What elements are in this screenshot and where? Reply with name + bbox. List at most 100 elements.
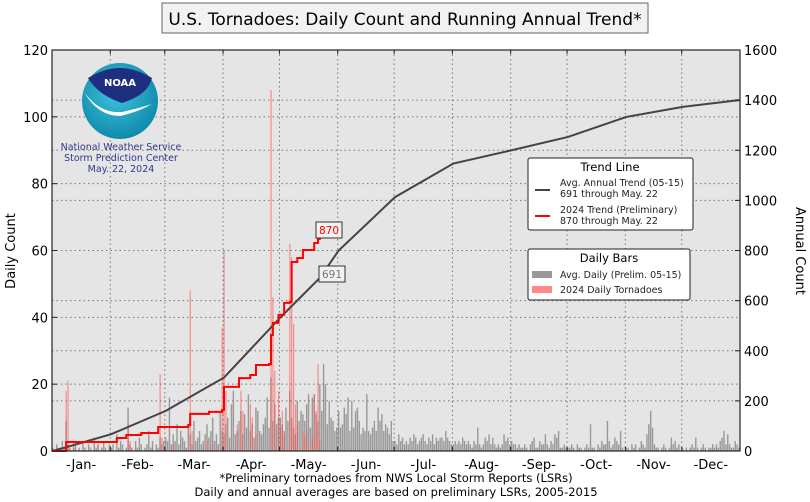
avg-daily-bar xyxy=(736,444,738,451)
avg-daily-bar xyxy=(448,440,451,451)
daily-2024-bar xyxy=(221,327,223,451)
avg-daily-bar xyxy=(181,437,184,451)
daily-2024-bar xyxy=(236,424,238,451)
avg-daily-bar xyxy=(178,444,180,451)
avg-daily-bar xyxy=(443,440,445,451)
avg-daily-bar xyxy=(343,407,345,451)
avg-daily-bar xyxy=(458,440,460,451)
avg-daily-bar xyxy=(559,447,562,451)
avg-daily-bar xyxy=(531,440,533,451)
avg-daily-bar xyxy=(360,434,362,451)
daily-2024-bar xyxy=(279,427,282,451)
avg-daily-bar xyxy=(715,444,718,451)
avg-daily-bar xyxy=(287,420,289,451)
avg-daily-bar xyxy=(428,437,430,451)
avg-daily-bar xyxy=(642,444,644,451)
avg-daily-bar xyxy=(63,447,65,451)
avg-daily-bar xyxy=(633,447,635,451)
daily-2024-bar xyxy=(191,430,193,451)
avg-daily-bar xyxy=(309,427,312,451)
avg-daily-bar xyxy=(689,447,691,451)
x-tick-label: -Jan- xyxy=(66,458,96,473)
daily-2024-bar xyxy=(306,430,308,451)
avg-daily-bar xyxy=(552,444,554,451)
avg-daily-bar xyxy=(349,430,351,451)
avg-daily-bar xyxy=(493,444,496,451)
avg-daily-bar xyxy=(347,397,349,451)
avg-daily-bar xyxy=(490,444,492,451)
avg-daily-bar xyxy=(567,447,569,451)
avg-daily-bar xyxy=(364,430,366,451)
avg-daily-bar xyxy=(176,424,178,451)
avg-daily-bar xyxy=(398,434,400,451)
noaa-logo: NOAA xyxy=(82,63,158,139)
avg-daily-bar xyxy=(119,440,122,451)
svg-text:691 through May. 22: 691 through May. 22 xyxy=(560,189,658,200)
svg-text:870 through May. 22: 870 through May. 22 xyxy=(560,216,658,227)
avg-daily-bar xyxy=(653,444,656,451)
avg-daily-bar xyxy=(262,424,265,451)
svg-text:2024 Trend (Preliminary): 2024 Trend (Preliminary) xyxy=(560,205,677,216)
avg-daily-bar xyxy=(394,440,396,451)
avg-daily-bar xyxy=(475,444,477,451)
avg-daily-bar xyxy=(473,440,475,451)
avg-daily-bar xyxy=(627,447,629,451)
avg-daily-bar xyxy=(482,444,485,451)
avg-daily-bar xyxy=(614,437,616,451)
avg-daily-bar xyxy=(691,444,693,451)
avg-daily-bar xyxy=(345,414,347,451)
svg-text:870: 870 xyxy=(319,225,339,237)
avg-daily-bar xyxy=(700,447,703,451)
avg-daily-bar xyxy=(520,447,522,451)
avg-daily-bar xyxy=(219,410,221,451)
avg-daily-bar xyxy=(665,447,667,451)
avg-daily-bar xyxy=(435,437,438,451)
svg-text:Avg. Daily (Prelim. 05-15): Avg. Daily (Prelim. 05-15) xyxy=(560,270,681,281)
avg-daily-bar xyxy=(326,424,329,451)
avg-daily-bar xyxy=(411,440,413,451)
avg-daily-bar xyxy=(486,440,488,451)
avg-daily-bar xyxy=(155,444,157,451)
avg-daily-bar xyxy=(87,444,90,451)
avg-daily-bar xyxy=(117,447,120,451)
x-tick-label: -Jun- xyxy=(351,458,382,473)
avg-daily-bar xyxy=(332,420,334,451)
avg-daily-bar xyxy=(418,440,421,451)
avg-daily-bar xyxy=(334,430,336,451)
logo-line2: Storm Prediction Center xyxy=(64,153,178,164)
avg-daily-bar xyxy=(572,447,575,451)
avg-daily-bar xyxy=(561,447,564,451)
x-tick-label: -Aug- xyxy=(464,458,499,473)
trend-2024-annotation: 870 xyxy=(315,221,343,239)
avg-daily-bar xyxy=(420,437,423,451)
avg-daily-bar xyxy=(634,444,637,451)
y-tick-label: 60 xyxy=(31,245,48,260)
chart-title: U.S. Tornadoes: Daily Count and Running … xyxy=(168,10,641,30)
y2-tick-label: 1400 xyxy=(744,94,777,109)
avg-daily-bar xyxy=(403,444,406,451)
avg-daily-bar xyxy=(602,444,605,451)
daily-2024-bar xyxy=(311,437,314,451)
avg-daily-bar xyxy=(430,440,432,451)
avg-daily-bar xyxy=(456,444,458,451)
avg-daily-bar xyxy=(584,447,586,451)
avg-daily-bar xyxy=(304,420,306,451)
avg-daily-bar xyxy=(211,417,214,451)
avg-daily-bar xyxy=(78,447,80,451)
avg-daily-bar xyxy=(125,447,127,451)
avg-daily-bar xyxy=(285,407,287,451)
avg-daily-bar xyxy=(407,444,409,451)
daily-2024-bar xyxy=(225,390,227,451)
avg-daily-bar xyxy=(195,440,197,451)
avg-daily-bar xyxy=(587,447,590,451)
daily-2024-bar xyxy=(302,430,304,451)
avg-daily-bar xyxy=(61,440,64,451)
avg-daily-bar xyxy=(441,437,443,451)
y2-tick-label: 1600 xyxy=(744,44,777,59)
avg-daily-bar xyxy=(544,434,547,451)
avg-daily-bar xyxy=(362,427,364,451)
avg-daily-bar xyxy=(712,444,714,451)
avg-daily-bar xyxy=(206,424,208,451)
avg-daily-bar xyxy=(164,437,167,451)
avg-daily-bar xyxy=(439,437,441,451)
